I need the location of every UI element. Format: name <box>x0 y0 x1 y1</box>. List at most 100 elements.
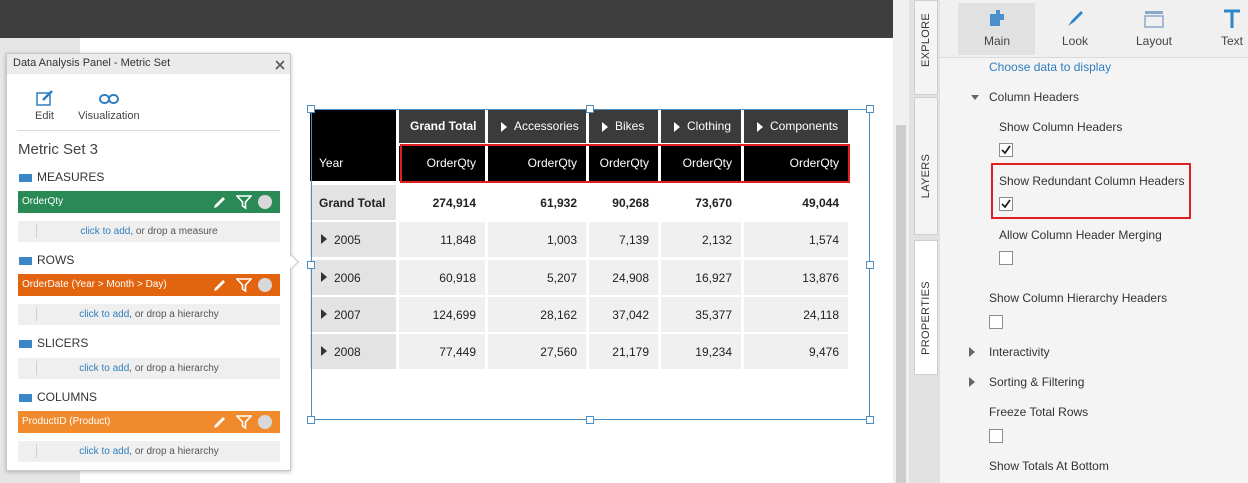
property-label: Show Column Headers <box>999 120 1123 134</box>
section-label: ROWS <box>37 253 75 267</box>
resize-handle[interactable] <box>866 416 874 424</box>
add-plus <box>23 361 37 375</box>
toolbar-button[interactable]: Main <box>983 34 1010 48</box>
toolbar-icon-svg <box>990 10 1004 26</box>
checkbox[interactable] <box>989 315 1003 329</box>
data-value: 73,670 <box>695 196 732 210</box>
data-cell <box>399 297 485 332</box>
add-link[interactable]: click to add <box>80 226 131 237</box>
remove-button[interactable] <box>258 415 272 429</box>
data-value: 9,476 <box>808 345 839 359</box>
highlight-box <box>991 163 1191 219</box>
toolbar-button[interactable]: Look <box>1061 34 1089 48</box>
checkbox[interactable] <box>999 197 1013 211</box>
data-value: 13,876 <box>802 271 839 285</box>
add-text-wrap: click to add, or drop a hierarchy <box>18 446 280 457</box>
data-value: 77,449 <box>439 345 476 359</box>
data-value: 28,162 <box>540 308 577 322</box>
tool-button[interactable]: Visualization <box>78 110 140 122</box>
add-text-wrap: click to add, or drop a hierarchy <box>18 363 280 374</box>
toolbar-button[interactable]: Layout <box>1135 34 1173 48</box>
data-cell <box>744 260 848 295</box>
section-label: SLICERS <box>37 336 89 350</box>
property-label[interactable]: Sorting & Filtering <box>989 375 1085 389</box>
data-cell <box>661 297 741 332</box>
data-cell <box>744 222 848 257</box>
add-hint: , or drop a hierarchy <box>129 363 219 374</box>
data-cell <box>399 185 485 220</box>
add-plus <box>23 224 37 238</box>
add-plus <box>23 307 37 321</box>
resize-handle[interactable] <box>307 261 315 269</box>
data-value: 7,139 <box>618 233 649 247</box>
properties-panel <box>940 0 1248 483</box>
resize-handle[interactable] <box>586 416 594 424</box>
resize-handle[interactable] <box>586 105 594 113</box>
data-value: 2,132 <box>701 233 732 247</box>
checkbox[interactable] <box>989 429 1003 443</box>
row-header-label: 2007 <box>334 308 361 322</box>
data-value: 24,908 <box>612 271 649 285</box>
column-header-label: Components <box>770 119 839 133</box>
toolbar-button[interactable]: Text <box>1220 34 1243 48</box>
close-button-svg <box>275 60 285 70</box>
data-value: 5,207 <box>546 271 577 285</box>
remove-button[interactable] <box>258 278 272 292</box>
add-hint: , or drop a hierarchy <box>129 309 219 320</box>
measure-header <box>589 146 658 181</box>
edit-item-icon <box>212 195 227 210</box>
selection-box <box>311 109 870 420</box>
resize-handle[interactable] <box>866 261 874 269</box>
resize-handle[interactable] <box>307 416 315 424</box>
property-label[interactable]: Interactivity <box>989 345 1050 359</box>
close-button[interactable] <box>274 59 286 71</box>
side-tab-label[interactable]: LAYERS <box>920 153 932 199</box>
property-label[interactable]: Column Headers <box>989 90 1080 104</box>
tool-button[interactable]: Edit <box>35 110 54 122</box>
triangle-icon <box>969 377 975 387</box>
row-header-label: 2008 <box>334 345 361 359</box>
data-cell <box>399 260 485 295</box>
filter-icon <box>235 277 253 293</box>
toolbar-icon <box>1064 8 1086 30</box>
data-value: 21,179 <box>612 345 649 359</box>
properties-link[interactable]: Choose data to display <box>989 60 1112 74</box>
side-tab[interactable] <box>914 0 938 95</box>
checkbox-svg <box>999 197 1013 211</box>
column-header[interactable] <box>399 110 485 143</box>
data-value: 124,699 <box>432 308 476 322</box>
add-link[interactable]: click to add <box>79 446 130 457</box>
side-tab[interactable] <box>914 240 938 375</box>
add-row <box>18 358 280 379</box>
data-cell <box>744 185 848 220</box>
checkbox[interactable] <box>999 251 1013 265</box>
data-value: 16,927 <box>695 271 732 285</box>
resize-handle[interactable] <box>307 105 315 113</box>
side-tab-label[interactable]: EXPLORE <box>920 12 932 68</box>
side-tab[interactable] <box>914 97 938 235</box>
triangle-icon <box>971 95 979 100</box>
add-link[interactable]: click to add <box>79 309 130 320</box>
data-value: 61,932 <box>540 196 577 210</box>
property-label: Show Redundant Column Headers <box>999 174 1185 188</box>
measure-header-label: OrderQty <box>599 156 649 170</box>
edit-item-icon <box>212 415 227 430</box>
remove-button[interactable] <box>258 195 272 209</box>
resize-handle[interactable] <box>866 105 874 113</box>
checkbox-svg <box>989 315 1003 329</box>
section-icon-svg <box>19 394 32 402</box>
section-label: COLUMNS <box>37 390 98 404</box>
side-tab-label[interactable]: PROPERTIES <box>920 280 932 355</box>
property-label: Freeze Total Rows <box>989 405 1089 419</box>
add-row <box>18 221 280 242</box>
data-cell <box>589 334 658 369</box>
checkbox[interactable] <box>999 143 1013 157</box>
property-label: Show Column Hierarchy Headers <box>989 291 1168 305</box>
measure-header <box>488 146 586 181</box>
add-link[interactable]: click to add <box>79 363 130 374</box>
column-header[interactable] <box>589 110 658 143</box>
section-icon-svg <box>19 340 32 348</box>
add-text-wrap: click to add, or drop a measure <box>18 226 280 237</box>
section-icon <box>18 337 34 350</box>
